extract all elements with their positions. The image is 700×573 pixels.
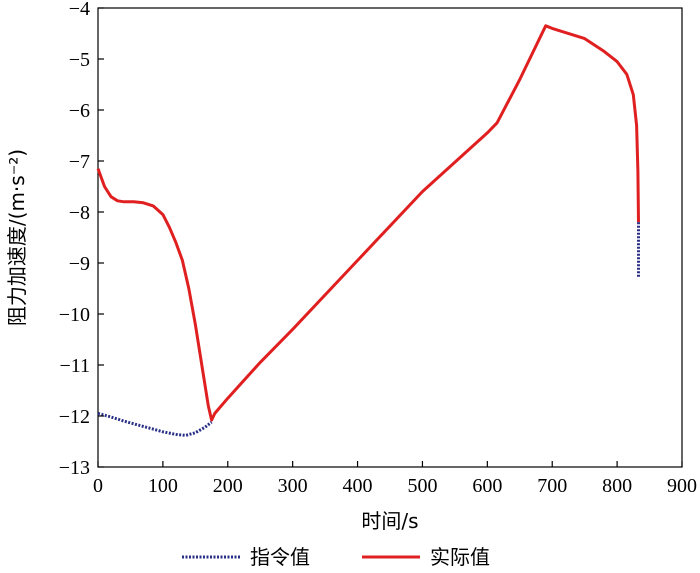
y-tick-label: −6 — [69, 100, 90, 122]
y-tick-label: −5 — [69, 49, 90, 71]
x-axis-title: 时间/s — [361, 509, 418, 533]
y-tick-label: −10 — [59, 304, 90, 326]
y-tick-label: −8 — [69, 202, 90, 224]
plot-area — [97, 7, 683, 468]
x-tick-label: 800 — [602, 475, 632, 497]
axes-layer: 0 100 200 300 400 500 600 700 800 900 −4 −5 −6 −7 −8 −9… — [59, 0, 697, 497]
legend: 指令值 实际值 — [182, 545, 490, 569]
series-line-1 — [96, 24, 640, 422]
series-layer — [96, 24, 640, 437]
legend-item: 指令值 — [182, 545, 310, 569]
x-tick-label: 200 — [213, 475, 243, 497]
x-tick-label: 300 — [278, 475, 308, 497]
x-tick-label: 100 — [148, 475, 178, 497]
x-tick-label: 700 — [537, 475, 567, 497]
x-tick-label: 0 — [93, 475, 103, 497]
x-tick-label: 900 — [667, 475, 697, 497]
y-tick-label: −12 — [59, 406, 90, 428]
y-tick-label: −11 — [59, 355, 90, 377]
x-tick-label: 400 — [343, 475, 373, 497]
y-axis-title: 阻力加速度/(m·s⁻²) — [5, 149, 29, 326]
legend-label: 实际值 — [430, 545, 490, 569]
y-tick-label: −7 — [69, 151, 90, 173]
y-tick-label: −4 — [69, 0, 90, 20]
x-tick-label: 500 — [407, 475, 437, 497]
legend-item: 实际值 — [362, 545, 490, 569]
legend-label: 指令值 — [250, 545, 310, 569]
y-tick-label: −13 — [59, 457, 90, 479]
plot-frame — [97, 7, 683, 468]
y-tick-label: −9 — [69, 253, 90, 275]
x-tick-label: 600 — [472, 475, 502, 497]
series-line-0 — [97, 411, 213, 437]
